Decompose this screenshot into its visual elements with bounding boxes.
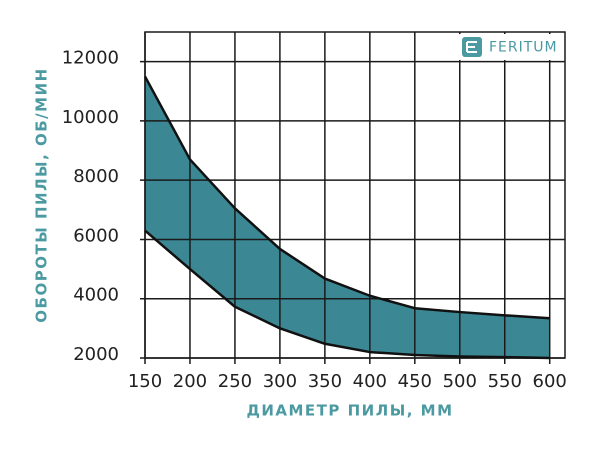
y-axis-title: ОБОРОТЫ ПИЛЫ, ОБ/МИН	[33, 67, 51, 322]
y-tick-label: 4000	[73, 285, 119, 306]
plot: 150 200 250 300 350 400 450 500 550 600 2000 4000 60…	[62, 31, 567, 392]
x-tick-label: 150	[128, 371, 162, 392]
band-fill	[145, 76, 550, 359]
y-tick-label: 8000	[73, 166, 119, 187]
x-tick-label: 500	[443, 371, 477, 392]
x-tick-label: 350	[308, 371, 342, 392]
y-tick-label: 10000	[62, 107, 119, 128]
x-tick-label: 550	[488, 371, 522, 392]
y-tick-label: 12000	[62, 48, 119, 69]
x-tick-label: 250	[218, 371, 252, 392]
y-tick-label: 6000	[73, 225, 119, 246]
logo: FERITUM	[456, 34, 558, 60]
x-tick-label: 400	[353, 371, 387, 392]
x-tick-label: 450	[398, 371, 432, 392]
x-tick-label: 200	[173, 371, 207, 392]
series-line	[143, 75, 550, 320]
logo-glyph	[466, 41, 477, 53]
x-axis-title: ДИАМЕТР ПИЛЫ, ММ	[246, 402, 453, 420]
plot-border	[144, 31, 566, 359]
brand: FERITUM	[489, 40, 558, 56]
series-line	[144, 229, 550, 360]
x-tick-label: 300	[263, 371, 297, 392]
x-tick-label: 600	[533, 371, 567, 392]
y-tick-label: 2000	[73, 344, 119, 365]
